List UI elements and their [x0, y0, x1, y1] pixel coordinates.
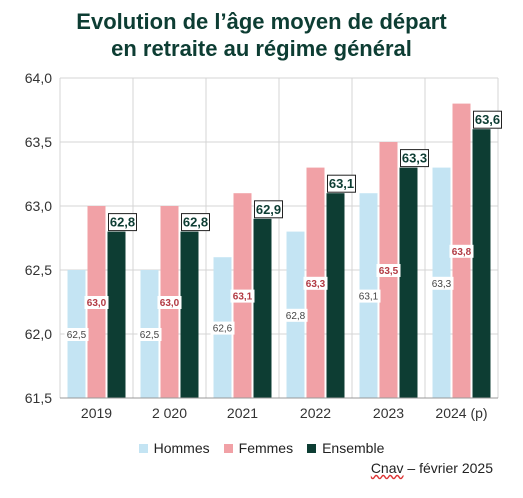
bar-ensemble [399, 167, 418, 398]
data-label-bg-hommes [210, 321, 235, 335]
data-label-ensemble: 63,6 [475, 112, 500, 127]
data-label-femmes: 63,0 [160, 298, 180, 309]
y-tick-label: 62,5 [25, 262, 52, 278]
y-tick-label: 63,0 [25, 198, 52, 214]
data-label-femmes: 63,0 [87, 298, 107, 309]
data-label-box-ensemble [327, 174, 356, 193]
data-label-bg-hommes [64, 328, 89, 341]
chart-legend: Hommes Femmes Ensemble [0, 440, 523, 456]
chart-title-line-1: Evolution de l’âge moyen de départ [76, 9, 447, 34]
data-label-bg-hommes [137, 328, 162, 341]
data-label-ensemble: 63,1 [329, 176, 354, 191]
x-tick-label: 2021 [227, 405, 258, 421]
legend-label-femmes: Femmes [238, 440, 294, 456]
data-label-ensemble: 63,3 [402, 151, 427, 166]
bar-ensemble [472, 129, 491, 398]
x-tick-label: 2019 [81, 405, 112, 421]
data-label-box-ensemble [400, 149, 429, 168]
legend-swatch-ensemble [307, 443, 317, 453]
data-label-ensemble: 62,8 [183, 215, 208, 230]
source-date: – février 2025 [403, 460, 493, 476]
data-label-hommes: 62,5 [67, 330, 87, 341]
y-tick-label: 62,0 [25, 326, 52, 342]
bar-ensemble [180, 231, 199, 398]
chart-title-line-2: en retraite au régime général [111, 36, 412, 61]
data-label-hommes: 63,3 [432, 279, 452, 290]
data-label-bg-hommes [356, 289, 381, 303]
data-label-bg-femmes [376, 264, 401, 277]
data-label-bg-femmes [230, 289, 255, 303]
data-label-femmes: 63,8 [452, 247, 472, 258]
data-label-femmes: 63,5 [379, 266, 399, 277]
y-tick-label: 61,5 [25, 390, 52, 406]
data-label-box-ensemble [254, 200, 283, 219]
data-label-box-ensemble [473, 110, 502, 129]
x-tick-label: 2022 [300, 405, 331, 421]
source-brand: Cnav [370, 460, 404, 476]
data-label-box-ensemble [181, 213, 210, 232]
data-label-bg-femmes [157, 296, 182, 309]
y-tick-label: 63,5 [25, 134, 52, 150]
source-note: Cnav – février 2025 [371, 460, 493, 476]
data-label-bg-femmes [303, 276, 328, 290]
x-tick-label: 2 020 [152, 405, 187, 421]
data-label-hommes: 62,8 [286, 311, 306, 322]
legend-item-hommes: Hommes [138, 440, 210, 456]
data-label-femmes: 63,1 [233, 292, 253, 303]
data-label-hommes: 62,5 [140, 330, 160, 341]
x-tick-label: 2024 (p) [435, 405, 487, 421]
bar-ensemble [253, 218, 272, 398]
data-label-bg-femmes [84, 296, 109, 309]
data-label-hommes: 63,1 [359, 292, 379, 303]
legend-swatch-femmes [223, 443, 233, 453]
data-label-bg-hommes [283, 308, 308, 322]
x-tick-label: 2023 [373, 405, 404, 421]
data-label-femmes: 63,3 [306, 279, 326, 290]
legend-swatch-hommes [138, 443, 148, 453]
legend-item-femmes: Femmes [223, 440, 294, 456]
legend-item-ensemble: Ensemble [307, 440, 384, 456]
data-label-box-ensemble [108, 213, 137, 232]
legend-label-hommes: Hommes [153, 440, 210, 456]
data-label-ensemble: 62,8 [110, 215, 135, 230]
data-label-bg-hommes [429, 276, 454, 290]
data-label-ensemble: 62,9 [256, 202, 281, 217]
bar-ensemble [326, 193, 345, 398]
data-label-hommes: 62,6 [213, 324, 233, 335]
data-label-bg-femmes [449, 244, 474, 258]
chart-title: Evolution de l’âge moyen de départ en re… [0, 8, 523, 62]
bar-ensemble [107, 231, 126, 398]
y-tick-label: 64,0 [25, 70, 52, 86]
legend-label-ensemble: Ensemble [322, 440, 385, 456]
